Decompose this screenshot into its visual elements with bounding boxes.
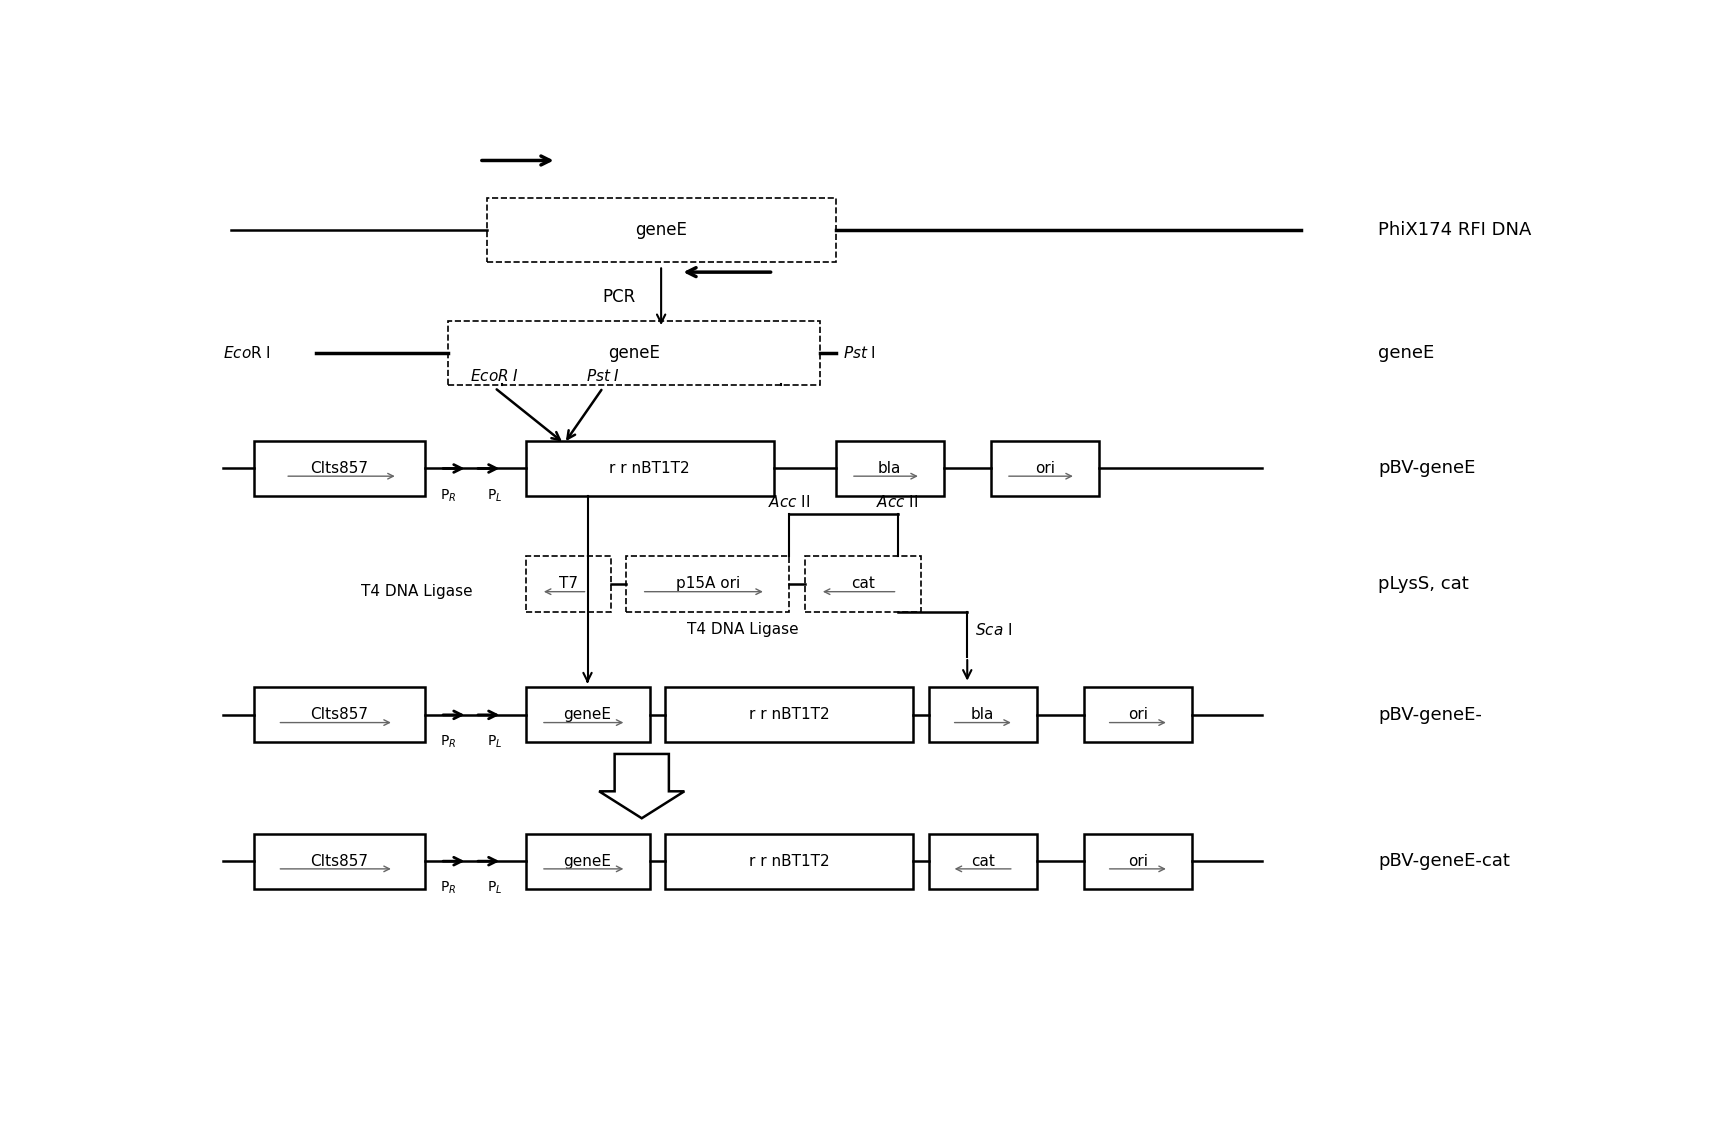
FancyBboxPatch shape	[526, 441, 774, 496]
FancyBboxPatch shape	[526, 833, 650, 889]
Text: p15A ori: p15A ori	[675, 576, 739, 592]
Text: T4 DNA Ligase: T4 DNA Ligase	[362, 584, 472, 599]
Text: T7: T7	[558, 576, 577, 592]
Text: r r nBT1T2: r r nBT1T2	[608, 461, 689, 475]
Text: pBV-geneE-cat: pBV-geneE-cat	[1377, 852, 1509, 871]
Text: CIts857: CIts857	[310, 854, 369, 868]
Text: CIts857: CIts857	[310, 461, 369, 475]
Text: pBV-geneE-: pBV-geneE-	[1377, 706, 1482, 723]
Text: pLysS, cat: pLysS, cat	[1377, 575, 1468, 593]
FancyBboxPatch shape	[929, 687, 1037, 743]
Text: P$_L$: P$_L$	[486, 487, 501, 504]
Text: $\it{Pst}$ I: $\it{Pst}$ I	[843, 345, 875, 361]
FancyBboxPatch shape	[665, 833, 913, 889]
FancyBboxPatch shape	[253, 687, 424, 743]
Text: PCR: PCR	[601, 288, 634, 306]
FancyBboxPatch shape	[805, 557, 920, 611]
FancyBboxPatch shape	[836, 441, 944, 496]
Text: P$_R$: P$_R$	[439, 880, 457, 897]
Text: cat: cat	[849, 576, 874, 592]
Text: CIts857: CIts857	[310, 708, 369, 722]
Text: geneE: geneE	[563, 854, 612, 868]
Polygon shape	[600, 754, 684, 818]
Text: ori: ori	[1034, 461, 1054, 475]
Text: bla: bla	[877, 461, 901, 475]
Text: P$_R$: P$_R$	[439, 487, 457, 504]
FancyBboxPatch shape	[929, 833, 1037, 889]
Text: PhiX174 RFI DNA: PhiX174 RFI DNA	[1377, 221, 1530, 239]
Text: geneE: geneE	[563, 708, 612, 722]
FancyBboxPatch shape	[526, 687, 650, 743]
Text: r r nBT1T2: r r nBT1T2	[748, 854, 829, 868]
FancyBboxPatch shape	[253, 441, 424, 496]
Text: P$_L$: P$_L$	[486, 880, 501, 897]
FancyBboxPatch shape	[991, 441, 1098, 496]
FancyBboxPatch shape	[448, 321, 820, 385]
Text: bla: bla	[970, 708, 994, 722]
Text: geneE: geneE	[608, 344, 660, 362]
Text: T4 DNA Ligase: T4 DNA Ligase	[686, 623, 798, 637]
Text: r r nBT1T2: r r nBT1T2	[748, 708, 829, 722]
Text: $\it{Pst}$ I: $\it{Pst}$ I	[586, 368, 620, 384]
Text: ori: ori	[1127, 708, 1148, 722]
FancyBboxPatch shape	[665, 687, 913, 743]
Text: $\it{Acc}$ II: $\it{Acc}$ II	[767, 495, 810, 511]
Text: $\it{Eco}$R I: $\it{Eco}$R I	[470, 368, 519, 384]
Text: $\it{Eco}$R I: $\it{Eco}$R I	[222, 345, 271, 361]
Text: pBV-geneE: pBV-geneE	[1377, 460, 1475, 478]
Text: P$_R$: P$_R$	[439, 734, 457, 751]
Text: $\it{Acc}$ II: $\it{Acc}$ II	[875, 495, 918, 511]
FancyBboxPatch shape	[625, 557, 789, 611]
Text: geneE: geneE	[1377, 344, 1434, 362]
FancyBboxPatch shape	[253, 833, 424, 889]
FancyBboxPatch shape	[486, 198, 836, 261]
FancyBboxPatch shape	[526, 557, 610, 611]
Text: $\it{Sca}$ I: $\it{Sca}$ I	[975, 623, 1011, 638]
Text: ori: ori	[1127, 854, 1148, 868]
Text: cat: cat	[970, 854, 994, 868]
FancyBboxPatch shape	[1082, 833, 1191, 889]
FancyBboxPatch shape	[1082, 687, 1191, 743]
Text: geneE: geneE	[634, 221, 687, 239]
Text: P$_L$: P$_L$	[486, 734, 501, 751]
